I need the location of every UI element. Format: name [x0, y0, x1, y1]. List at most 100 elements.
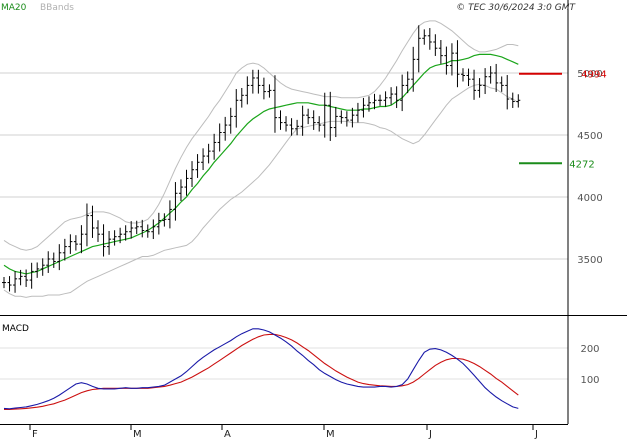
- legend: MA20 BBands: [1, 3, 74, 13]
- ohlc-bar: [18, 269, 23, 286]
- ohlc-bar: [333, 106, 338, 138]
- ohlc-bar: [449, 43, 454, 76]
- legend-ma20: MA20: [1, 3, 27, 13]
- ohlc-bar: [201, 148, 206, 171]
- ohlc-bar: [344, 111, 349, 127]
- ohlc-bar: [405, 71, 410, 94]
- ohlc-bar: [317, 116, 322, 132]
- ohlc-bar: [306, 108, 311, 125]
- ohlc-bar: [107, 230, 112, 255]
- ohlc-bar: [339, 110, 344, 124]
- ohlc-bar: [372, 93, 377, 110]
- price-level-label: 4272: [569, 159, 594, 170]
- ohlc-bar: [57, 244, 62, 271]
- ohlc-bar: [112, 230, 117, 246]
- ohlc-bar: [24, 269, 29, 287]
- ohlc-bar: [129, 221, 134, 239]
- legend-bbands: BBands: [40, 3, 74, 13]
- price-gridlines: [0, 72, 568, 260]
- ohlc-bar: [328, 91, 333, 141]
- bb-lower-line: [3, 83, 519, 298]
- ohlc-bar: [272, 75, 277, 133]
- ohlc-bar: [156, 212, 161, 235]
- month-label: M: [133, 429, 142, 440]
- ohlc-bar: [206, 143, 211, 164]
- ohlc-bar: [7, 276, 12, 292]
- ohlc-bar: [118, 227, 123, 244]
- ohlc-bar: [361, 97, 366, 118]
- ohlc-bar: [477, 78, 482, 98]
- bollinger-bands: [3, 20, 519, 298]
- ohlc-bar: [322, 92, 327, 138]
- ohlc-bar: [46, 251, 51, 273]
- ohlc-bar: [311, 110, 316, 130]
- ohlc-bar: [422, 29, 427, 45]
- ohlc-bar: [2, 276, 6, 289]
- ohlc-bar: [278, 110, 283, 130]
- price-tick-label: 4500: [577, 131, 602, 142]
- ohlc-bar: [51, 252, 56, 268]
- ohlc-bar: [140, 219, 145, 238]
- ohlc-bar: [400, 74, 405, 112]
- ohlc-bar: [84, 203, 89, 247]
- ohlc-bar: [455, 40, 460, 88]
- ohlc-bar: [383, 91, 388, 107]
- macd-label: MACD: [2, 324, 29, 334]
- ma20-line: [3, 53, 519, 275]
- ohlc-bar: [173, 182, 178, 221]
- ohlc-bar: [145, 224, 150, 238]
- ohlc-bar: [499, 76, 504, 92]
- bb-upper-line: [3, 20, 519, 251]
- price-levels: 4994 4272: [519, 70, 607, 170]
- ohlc-bar: [239, 88, 244, 108]
- ohlc-bar: [466, 68, 471, 87]
- month-label: A: [224, 429, 231, 440]
- ohlc-bar: [13, 271, 18, 293]
- macd-gridlines: [0, 347, 568, 380]
- macd-series: [3, 328, 519, 410]
- macd-signal-line: [4, 333, 519, 410]
- ohlc-bar: [378, 94, 383, 106]
- ohlc-bar: [510, 92, 515, 108]
- month-label: M: [326, 429, 335, 440]
- macd-tick-label: 200: [580, 344, 599, 355]
- ohlc-bar: [228, 107, 233, 134]
- ohlc-bar: [355, 102, 360, 123]
- ohlc-bar: [73, 235, 78, 251]
- macd-tick-label: 100: [580, 375, 599, 386]
- ohlc-bar: [35, 262, 40, 278]
- ohlc-bar: [212, 133, 217, 160]
- ohlc-bar: [460, 68, 465, 82]
- ohlc-bar: [416, 25, 421, 73]
- ohlc-bar: [217, 123, 222, 152]
- ohlc-bar: [234, 89, 239, 128]
- ohlc-bar: [472, 69, 477, 100]
- ohlc-bar: [184, 169, 189, 196]
- ohlc-bar: [29, 262, 34, 289]
- ohlc-bar: [101, 224, 106, 257]
- ohlc-bar: [438, 40, 443, 64]
- price-axis-ticks: 3500 4000 4500 5000: [577, 69, 602, 266]
- ohlc-bar: [250, 69, 255, 94]
- ohlc-bar: [433, 34, 438, 56]
- ohlc-bar: [68, 234, 73, 254]
- month-label: J: [428, 429, 432, 440]
- ohlc-bar: [488, 66, 493, 84]
- ohlc-bar: [267, 84, 272, 98]
- ohlc-bar: [195, 154, 200, 178]
- ohlc-bar: [40, 258, 45, 276]
- ohlc-bar: [427, 28, 432, 50]
- month-label: F: [32, 429, 38, 440]
- ohlc-bar: [389, 87, 394, 105]
- ohlc-bar: [123, 225, 128, 241]
- price-level-label: 4994: [581, 70, 606, 81]
- ohlc-bar: [90, 205, 95, 238]
- macd-line: [3, 328, 519, 410]
- ma20-series: [3, 53, 519, 275]
- ohlc-bar: [167, 200, 172, 229]
- ohlc-bar: [223, 116, 228, 141]
- price-tick-label: 3500: [577, 255, 602, 266]
- ohlc-bar: [444, 46, 449, 75]
